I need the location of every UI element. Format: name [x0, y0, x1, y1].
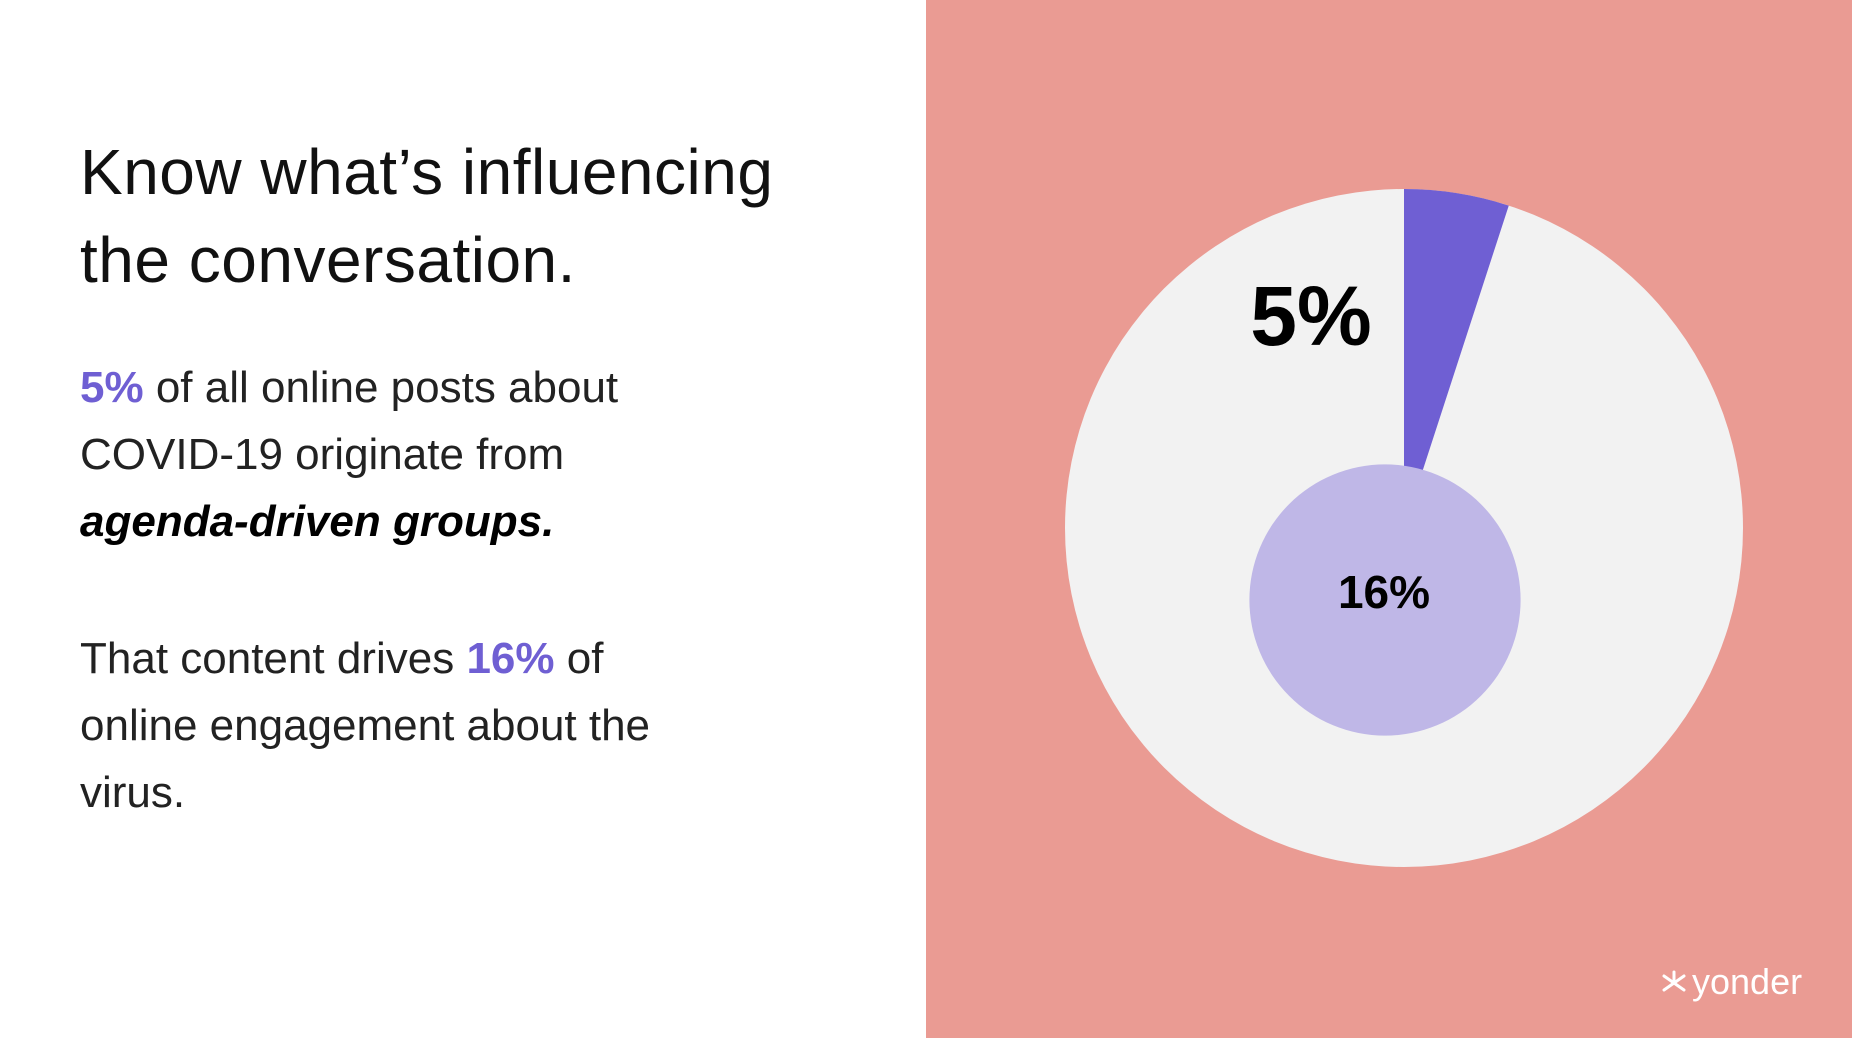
highlight: 16% — [466, 634, 555, 683]
title: Know what’s influencing the conversation. — [80, 128, 773, 304]
value-label: 5% — [1250, 269, 1371, 363]
text: virus. — [80, 768, 186, 817]
text: of all online posts about — [155, 363, 619, 412]
title-line: Know what’s influencing — [80, 136, 774, 208]
paragraph: 5% of all online posts about COVID-19 ori… — [80, 354, 618, 555]
inner-circle — [1249, 464, 1521, 736]
highlight: 5% — [80, 363, 144, 412]
title-line: the conversation. — [80, 224, 576, 296]
pie-slice — [1404, 189, 1509, 528]
text: online engagement about the — [80, 701, 651, 750]
text: of — [566, 634, 604, 683]
value-label: 16% — [1338, 566, 1430, 618]
text: COVID-19 originate from — [80, 430, 565, 479]
logo: yonder — [1692, 961, 1802, 1002]
text: That content drives — [80, 634, 455, 683]
paragraph: That content drives 16% of online engagem… — [80, 625, 650, 826]
emphasis: agenda-driven groups. — [80, 497, 555, 546]
logo-icon — [1662, 970, 1686, 992]
